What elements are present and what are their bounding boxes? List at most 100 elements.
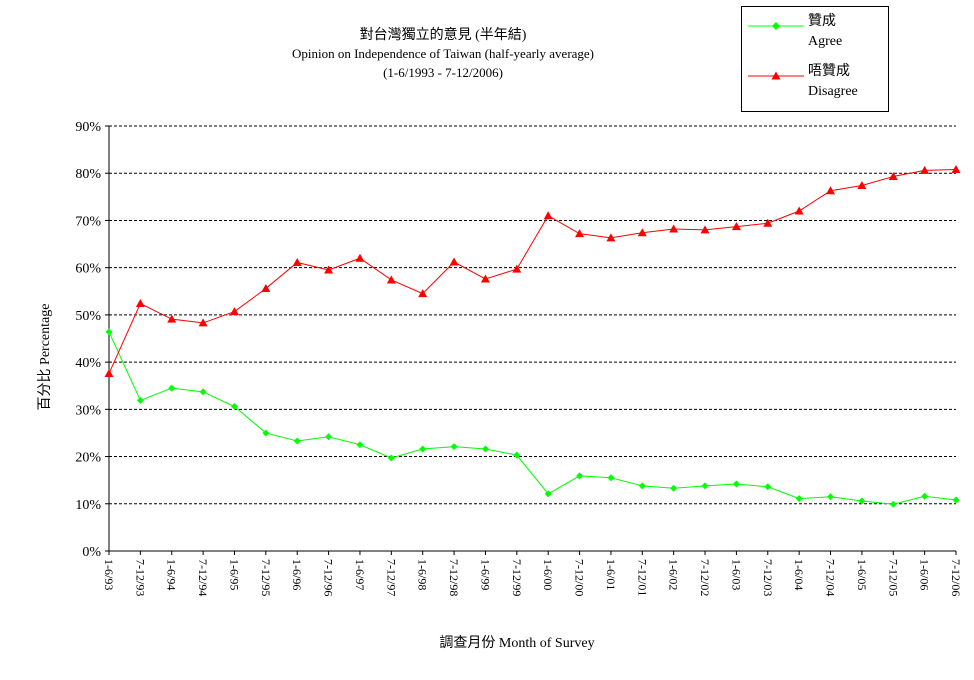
data-point-disagree — [700, 225, 710, 234]
legend-disagree-symbol — [748, 71, 804, 80]
data-point-agree — [544, 490, 552, 498]
x-tick-label: 1-6/02 — [667, 559, 681, 590]
data-point-agree — [293, 437, 301, 445]
data-point-disagree — [920, 165, 930, 174]
series-group — [104, 164, 961, 508]
y-tick-label: 90% — [75, 120, 101, 135]
x-tick-label: 1-6/06 — [918, 559, 932, 590]
x-tick-label: 7-12/06 — [949, 559, 963, 596]
data-point-disagree — [606, 233, 616, 242]
data-point-disagree — [543, 211, 553, 220]
x-tick-label: 7-12/98 — [447, 559, 461, 596]
x-tick-label: 1-6/94 — [165, 559, 179, 590]
data-point-agree — [136, 396, 144, 404]
chart-subtitle: Opinion on Independence of Taiwan (half-… — [292, 46, 594, 61]
data-point-disagree — [261, 283, 271, 292]
legend-agree-label: 贊成 — [808, 14, 836, 29]
data-point-agree — [262, 429, 270, 437]
x-axis-label: 調查月份 Month of Survey — [439, 635, 594, 651]
series-line-disagree — [108, 168, 957, 374]
data-point-agree — [889, 500, 897, 508]
series-line-agree — [108, 331, 957, 505]
chart-subtitle-range: (1-6/1993 - 7-12/2006) — [383, 65, 503, 80]
data-point-agree — [858, 497, 866, 505]
y-axis-label: 百分比 Percentage — [37, 304, 53, 411]
data-point-disagree — [229, 307, 239, 316]
data-point-disagree — [324, 265, 334, 274]
data-point-agree — [325, 433, 333, 441]
y-tick-label: 70% — [75, 214, 101, 229]
data-point-disagree — [355, 253, 365, 262]
y-tick-label: 10% — [75, 498, 101, 513]
data-point-disagree — [480, 274, 490, 283]
x-tick-label: 1-6/96 — [290, 559, 304, 590]
data-point-agree — [576, 472, 584, 480]
legend-item-disagree: 唔贊成 Disagree — [742, 63, 890, 107]
data-point-disagree — [198, 318, 208, 327]
data-point-agree — [670, 484, 678, 492]
x-tick-label: 1-6/97 — [353, 559, 367, 590]
data-point-disagree — [104, 368, 114, 377]
data-point-agree — [638, 482, 646, 490]
data-point-agree — [732, 480, 740, 488]
x-tick-label: 7-12/01 — [635, 559, 649, 596]
x-tick-labels: 1-6/93 7-12/93 1-6/94 7-12/94 1-6/95 7-12/95 1… — [102, 559, 963, 596]
data-point-agree — [921, 492, 929, 500]
x-tick-label: 7-12/99 — [510, 559, 524, 596]
data-point-disagree — [669, 224, 679, 233]
x-tick-label: 1-6/00 — [541, 559, 555, 590]
y-tick-label: 40% — [75, 356, 101, 371]
data-point-disagree — [731, 222, 741, 231]
x-tick-label: 1-6/03 — [729, 559, 743, 590]
data-point-disagree — [449, 257, 459, 266]
x-tick-label: 7-12/96 — [322, 559, 336, 596]
x-tick-label: 1-6/98 — [416, 559, 430, 590]
data-point-disagree — [386, 275, 396, 284]
gridlines — [109, 125, 956, 505]
chart-title: 對台灣獨立的意見 (半年結) — [360, 26, 527, 43]
data-point-disagree — [763, 218, 773, 227]
data-point-agree — [450, 443, 458, 451]
data-point-agree — [607, 474, 615, 482]
x-tick-label: 7-12/94 — [196, 559, 210, 596]
legend-item-agree: 贊成 Agree — [742, 13, 890, 57]
x-tick-label: 1-6/01 — [604, 559, 618, 590]
x-tick-label: 1-6/95 — [227, 559, 241, 590]
x-tick-label: 7-12/02 — [698, 559, 712, 596]
x-tick-label: 7-12/93 — [133, 559, 147, 596]
data-point-agree — [795, 495, 803, 503]
x-tick-label: 7-12/00 — [573, 559, 587, 596]
legend-agree-label-en: Agree — [808, 34, 843, 49]
axes — [105, 125, 957, 555]
data-point-disagree — [951, 164, 961, 173]
x-tick-label: 7-12/04 — [824, 559, 838, 596]
data-point-disagree — [888, 172, 898, 181]
data-point-agree — [513, 451, 521, 459]
data-point-agree — [168, 384, 176, 392]
data-point-agree — [701, 482, 709, 490]
data-point-disagree — [857, 181, 867, 189]
data-point-disagree — [575, 229, 585, 238]
data-point-disagree — [637, 228, 647, 237]
legend: 贊成 Agree 唔贊成 Disagree — [741, 6, 889, 112]
data-point-disagree — [512, 264, 522, 273]
data-point-agree — [230, 403, 238, 410]
x-tick-label: 7-12/97 — [384, 559, 398, 596]
data-point-agree — [764, 483, 772, 491]
y-tick-label: 30% — [75, 403, 101, 418]
y-tick-label: 0% — [82, 545, 101, 560]
y-tick-label: 80% — [75, 167, 101, 182]
x-tick-label: 1-6/05 — [855, 559, 869, 590]
x-tick-label: 1-6/93 — [102, 559, 116, 590]
data-point-disagree — [418, 289, 428, 298]
data-point-disagree — [826, 186, 836, 195]
data-point-agree — [387, 454, 395, 462]
data-point-disagree — [135, 299, 145, 308]
data-point-agree — [952, 496, 960, 504]
x-tick-label: 1-6/04 — [792, 559, 806, 590]
data-point-disagree — [794, 206, 804, 215]
y-tick-labels: 0% 10% 20% 30% 40% 50% 60% 70% 80% 90% — [75, 120, 101, 560]
data-point-agree — [481, 445, 489, 453]
data-point-disagree — [167, 314, 177, 323]
